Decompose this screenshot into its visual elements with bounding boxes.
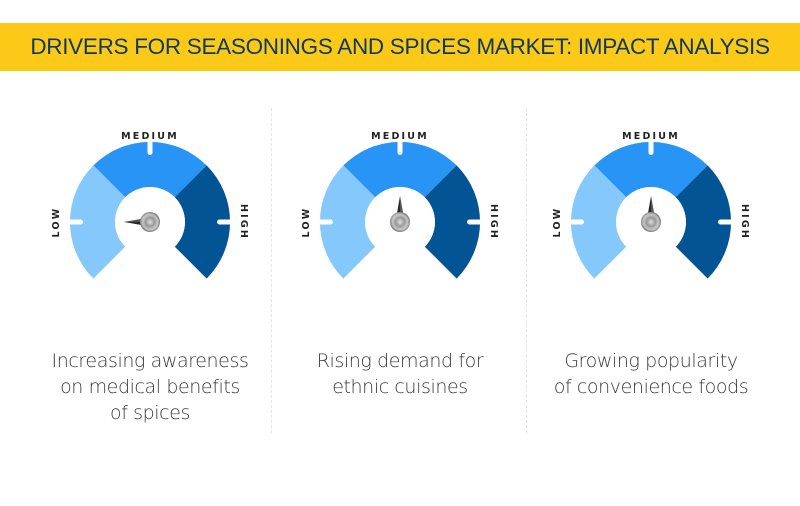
impact-gauge: MEDIUM LOW HIGH <box>552 131 750 279</box>
gauge-label-low: LOW <box>51 207 62 238</box>
gauge-segment-low <box>319 165 376 279</box>
gauge-label-high: HIGH <box>238 204 249 240</box>
driver-panel-3: MEDIUM LOW HIGH Growing popularity of co… <box>521 100 781 440</box>
title-banner: DRIVERS FOR SEASONINGS AND SPICES MARKET… <box>0 23 800 71</box>
column-divider <box>271 108 272 433</box>
impact-gauge: MEDIUM LOW HIGH <box>51 131 249 279</box>
gauge-segment-high <box>174 165 231 279</box>
gauge-label-high: HIGH <box>739 204 750 240</box>
gauge-needle <box>396 196 404 216</box>
gauge-label-medium: MEDIUM <box>371 131 429 142</box>
gauge-label-medium: MEDIUM <box>121 131 179 142</box>
gauge-segment-medium <box>594 141 708 198</box>
gauge-label-high: HIGH <box>488 204 499 240</box>
impact-gauge: MEDIUM LOW HIGH <box>301 131 499 279</box>
gauge-needle <box>124 218 144 226</box>
driver-caption: Increasing awareness on medical benefits… <box>51 350 249 424</box>
gauge-segment-low <box>69 165 126 279</box>
gauge-needle <box>647 196 655 216</box>
gauge-segment-low <box>570 165 627 279</box>
gauge-label-medium: MEDIUM <box>622 131 680 142</box>
gauge-label-low: LOW <box>552 207 563 238</box>
driver-caption: Rising demand for ethnic cuisines <box>316 350 484 398</box>
gauge-label-low: LOW <box>301 207 312 238</box>
driver-panel-2: MEDIUM LOW HIGH Rising demand for ethnic… <box>270 100 530 440</box>
page-title: DRIVERS FOR SEASONINGS AND SPICES MARKET… <box>30 34 770 59</box>
gauge-segment-high <box>675 165 732 279</box>
gauge-segment-high <box>424 165 481 279</box>
gauge-segment-medium <box>343 141 457 198</box>
driver-panel-1: MEDIUM LOW HIGH Increasing awareness on … <box>20 100 280 440</box>
column-divider <box>526 108 527 433</box>
gauge-segment-medium <box>93 141 207 198</box>
driver-caption: Growing popularity of convenience foods <box>553 350 749 398</box>
